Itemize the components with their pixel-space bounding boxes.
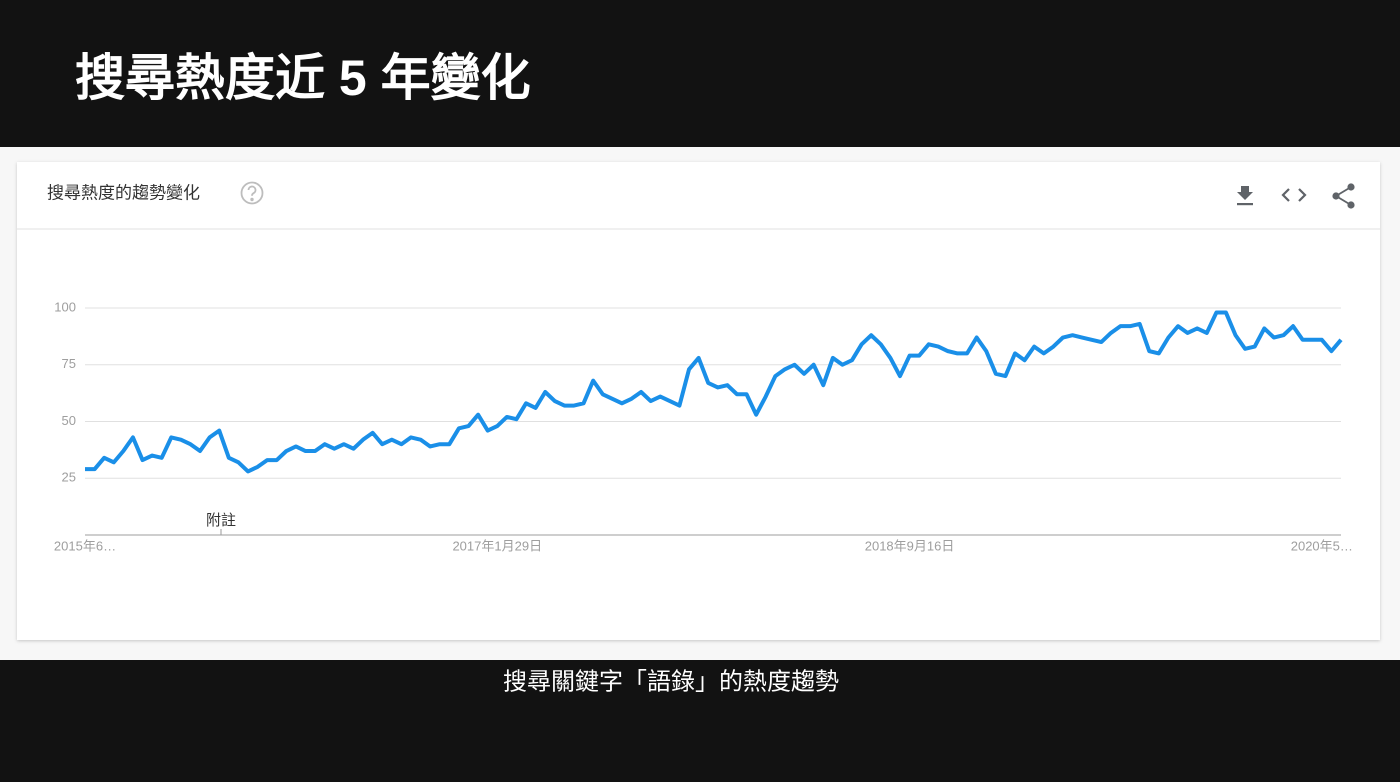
annotation: 附註 [206,512,236,529]
caption: 搜尋關鍵字「語錄」的熱度趨勢 [503,668,839,695]
plot: 附註 25 50 75 100 2015年6… 2017年1月29日 2018年9月16日 2… [54,299,1353,553]
trend-line [85,310,1343,474]
share-icon[interactable] [1332,183,1355,209]
card [17,162,1380,640]
x-tick-label: 2017年1月29日 [452,538,542,553]
y-tick-label: 100 [54,299,76,314]
help-icon[interactable] [240,181,264,205]
y-tick-label: 75 [62,356,76,371]
bottom-band [0,660,1400,782]
x-tick-label: 2015年6… [54,538,116,553]
download-icon[interactable] [1237,186,1253,206]
page-title: 搜尋熱度近 5 年變化 [75,50,531,106]
y-tick-label: 50 [62,413,76,428]
x-tick-label: 2020年5… [1291,538,1353,553]
embed-icon[interactable] [1281,188,1307,202]
card-title: 搜尋熱度的趨勢變化 [47,183,200,202]
x-tick-label: 2018年9月16日 [865,538,955,553]
top-band [0,0,1400,147]
y-tick-label: 25 [62,470,76,485]
